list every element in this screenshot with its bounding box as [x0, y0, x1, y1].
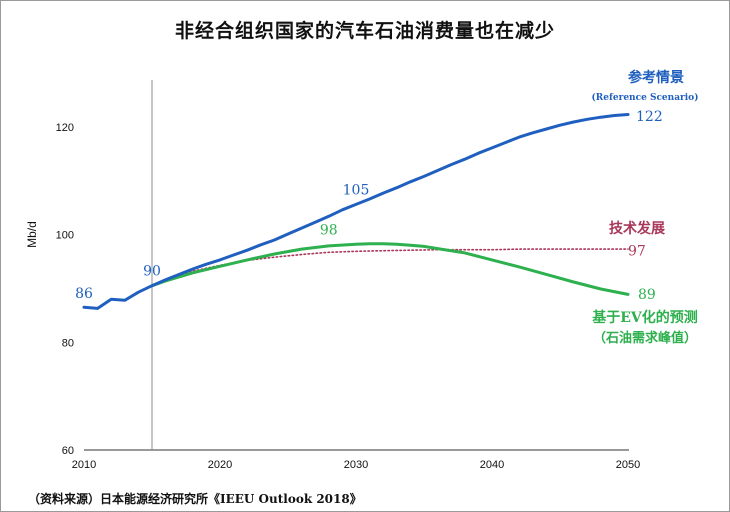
data-label-reference-2010: 86	[75, 286, 93, 302]
x-tick-label: 2040	[480, 459, 504, 471]
y-tick-label: 120	[56, 122, 74, 134]
data-label-reference-2030: 105	[343, 183, 370, 199]
legend-reference-name-en: (Reference Scenario)	[592, 92, 699, 103]
y-tick-label: 80	[62, 337, 74, 349]
data-label-ev-2028: 98	[320, 222, 338, 238]
series-line-tech	[151, 248, 629, 287]
legend-ev-name-line2: （石油需求峰值）	[593, 330, 697, 346]
x-tick-label: 2020	[208, 459, 232, 471]
legend-ev-name: 基于EV化的预测	[592, 309, 698, 326]
x-tick-label: 2030	[344, 459, 368, 471]
y-tick-label: 60	[62, 445, 74, 457]
x-tick-label: 2050	[616, 459, 640, 471]
data-label-reference-2050: 122	[636, 109, 663, 125]
y-axis-title: Mb/d	[25, 221, 39, 248]
x-tick-label: 2010	[72, 459, 96, 471]
series-line-ev	[150, 242, 630, 296]
legend-tech-name: 技术发展	[609, 220, 665, 237]
data-label-reference-2015: 90	[143, 263, 161, 279]
legend-reference-name: 参考情景	[628, 69, 684, 86]
data-label-ev-2050: 89	[638, 287, 656, 303]
data-label-tech-2050: 97	[628, 244, 646, 260]
series-line-reference	[82, 113, 630, 310]
source-note: （资料来源）日本能源经济研究所《IEEU Outlook 2018》	[28, 492, 362, 506]
y-tick-label: 100	[56, 230, 74, 242]
chart-title: 非经合组织国家的汽车石油消费量也在减少	[174, 20, 555, 42]
